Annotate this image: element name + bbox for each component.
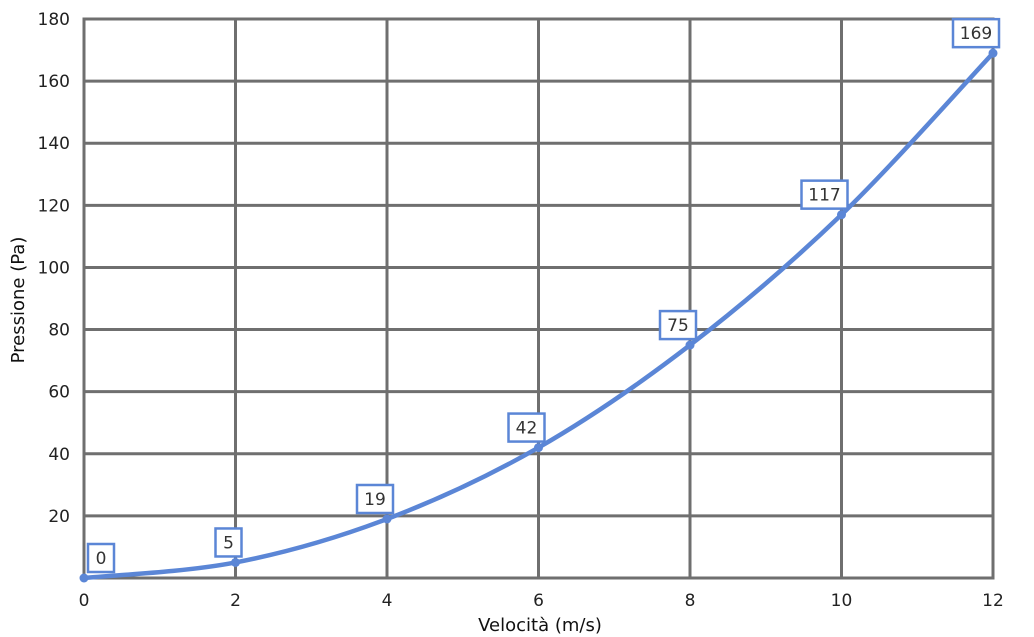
y-tick-label: 40 <box>48 445 70 465</box>
data-label: 0 <box>86 542 116 574</box>
data-label-box <box>951 17 1001 49</box>
data-labels: 0 5 19 42 75 117 169 <box>86 17 1001 574</box>
data-point <box>534 443 543 453</box>
data-label-text: 75 <box>667 316 689 336</box>
data-label-text: 117 <box>808 186 840 206</box>
y-tick-label: 100 <box>38 258 70 278</box>
data-label-text: 5 <box>223 533 234 553</box>
data-point <box>231 557 240 567</box>
data-label: 5 <box>214 527 243 558</box>
data-point <box>988 48 998 58</box>
data-point <box>382 514 392 524</box>
y-tick-label: 140 <box>38 134 70 154</box>
data-point <box>79 573 89 583</box>
data-label-box <box>658 309 698 341</box>
data-label: 19 <box>355 483 395 515</box>
data-point <box>685 340 695 350</box>
data-label-text: 169 <box>960 24 992 44</box>
data-label-box <box>800 179 849 210</box>
x-tick-label: 4 <box>382 591 393 611</box>
y-axis-ticks: 20 40 60 80 100 120 140 160 180 <box>38 10 70 527</box>
x-axis-ticks: 0 2 4 6 8 10 12 <box>79 591 1004 611</box>
x-tick-label: 8 <box>685 591 696 611</box>
grid <box>82 17 995 580</box>
data-label: 169 <box>951 17 1001 49</box>
data-label-box <box>355 483 395 515</box>
data-label: 117 <box>800 179 849 210</box>
y-tick-label: 20 <box>48 507 70 527</box>
x-axis-title: Velocità (m/s) <box>478 615 602 636</box>
data-label-text: 19 <box>364 490 386 510</box>
y-tick-label: 80 <box>48 321 70 341</box>
plot-frame <box>82 17 995 580</box>
x-tick-label: 6 <box>533 591 544 611</box>
series <box>79 48 998 583</box>
y-tick-label: 120 <box>38 196 70 216</box>
x-tick-label: 10 <box>831 591 853 611</box>
data-label-text: 0 <box>96 549 107 569</box>
data-label: 75 <box>658 309 698 341</box>
x-tick-label: 0 <box>79 591 90 611</box>
data-label-text: 42 <box>516 419 538 439</box>
y-tick-label: 60 <box>48 383 70 403</box>
y-tick-label: 180 <box>38 10 70 30</box>
data-label-box <box>507 412 546 443</box>
x-tick-label: 12 <box>982 591 1004 611</box>
data-label-box <box>214 527 243 558</box>
data-label-box <box>86 542 116 574</box>
data-point <box>837 210 846 220</box>
y-tick-label: 160 <box>38 72 70 92</box>
y-axis-title: Pressione (Pa) <box>8 237 29 364</box>
x-tick-label: 2 <box>230 591 241 611</box>
data-label: 42 <box>507 412 546 443</box>
